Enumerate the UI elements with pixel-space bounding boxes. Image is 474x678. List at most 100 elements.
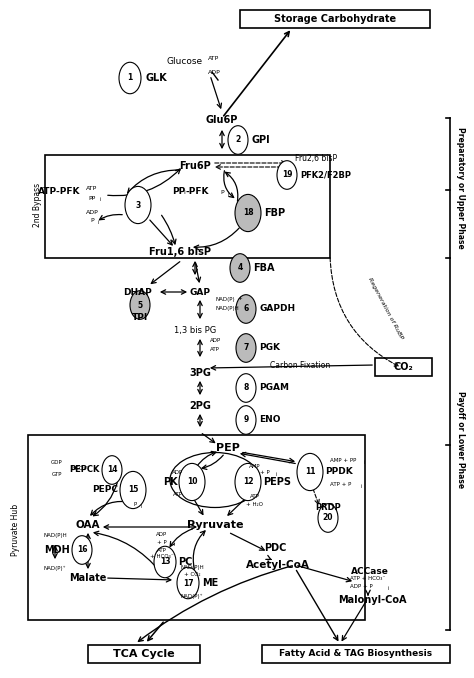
Text: ADP + P: ADP + P <box>350 584 373 589</box>
Text: 7: 7 <box>243 344 249 353</box>
Text: GPI: GPI <box>252 135 271 145</box>
Text: NAD(P)H: NAD(P)H <box>43 532 67 538</box>
Text: PGK: PGK <box>259 344 280 353</box>
Text: Carbon Fixation: Carbon Fixation <box>270 361 330 370</box>
Text: CO₂: CO₂ <box>393 362 413 372</box>
Text: Fru1,6 bisP: Fru1,6 bisP <box>149 247 211 257</box>
Text: PPDK: PPDK <box>325 468 353 477</box>
Text: PC: PC <box>178 557 192 567</box>
Text: Glucose: Glucose <box>167 58 203 66</box>
Text: + P: + P <box>157 540 167 544</box>
Text: ENO: ENO <box>259 416 281 424</box>
Text: ME: ME <box>202 578 218 588</box>
Text: PGAM: PGAM <box>259 384 289 393</box>
Circle shape <box>277 161 297 189</box>
Circle shape <box>235 463 261 500</box>
Text: Preparatory or Upper Phase: Preparatory or Upper Phase <box>456 127 465 249</box>
Text: P: P <box>90 218 94 222</box>
Text: PK: PK <box>164 477 178 487</box>
Text: NAD(P)H: NAD(P)H <box>215 306 239 311</box>
Text: ADP: ADP <box>173 469 183 475</box>
Text: 16: 16 <box>77 546 87 555</box>
Circle shape <box>102 456 122 484</box>
Text: NAD(P)⁺: NAD(P)⁺ <box>181 593 203 599</box>
Text: GAP: GAP <box>190 287 210 296</box>
Bar <box>28 435 365 620</box>
Text: ATP: ATP <box>157 548 167 553</box>
Text: i: i <box>173 542 175 546</box>
Circle shape <box>318 504 338 532</box>
Text: PDC: PDC <box>264 543 286 553</box>
Text: Fru2,6 bisP: Fru2,6 bisP <box>295 153 337 163</box>
Text: MDH: MDH <box>44 545 70 555</box>
Text: NAD(P): NAD(P) <box>215 298 235 302</box>
Circle shape <box>154 546 176 578</box>
Text: NAD(P)H: NAD(P)H <box>180 565 204 570</box>
Bar <box>240 10 430 28</box>
Text: i: i <box>275 471 277 477</box>
Text: FBA: FBA <box>253 263 274 273</box>
Text: Acetyl-CoA: Acetyl-CoA <box>246 560 310 570</box>
Text: Pyruvate: Pyruvate <box>187 520 243 530</box>
Text: NAD(P)⁺: NAD(P)⁺ <box>44 565 66 571</box>
Text: i: i <box>140 504 142 509</box>
Text: + CO₂: + CO₂ <box>184 572 201 578</box>
Text: P: P <box>220 191 224 195</box>
Bar <box>375 358 432 376</box>
Text: ADP: ADP <box>210 338 221 342</box>
Text: i: i <box>363 460 365 464</box>
Circle shape <box>236 405 256 435</box>
Text: PEPC: PEPC <box>92 485 118 494</box>
Text: 10: 10 <box>187 477 197 487</box>
Text: 5: 5 <box>137 300 143 309</box>
Text: Fatty Acid & TAG Biosynthesis: Fatty Acid & TAG Biosynthesis <box>280 650 433 658</box>
Text: i: i <box>183 189 185 195</box>
Text: GDP: GDP <box>51 460 63 464</box>
Text: PP: PP <box>172 188 185 197</box>
Circle shape <box>119 62 141 94</box>
Text: 14: 14 <box>107 466 117 475</box>
Text: PEPCK: PEPCK <box>70 466 100 475</box>
Text: ATP: ATP <box>210 348 220 353</box>
Text: PFK2/F2BP: PFK2/F2BP <box>300 170 351 180</box>
Text: Payoff or Lower Phase: Payoff or Lower Phase <box>456 391 465 489</box>
Text: 3: 3 <box>136 201 141 210</box>
Text: i: i <box>360 483 362 489</box>
Text: ACCase: ACCase <box>351 567 389 576</box>
Text: 19: 19 <box>282 170 292 180</box>
Text: 3PG: 3PG <box>189 368 211 378</box>
Text: Regeneration of RuBP: Regeneration of RuBP <box>366 277 403 340</box>
Text: PP: PP <box>88 195 96 201</box>
Text: 6: 6 <box>243 304 249 313</box>
Text: 20: 20 <box>323 513 333 523</box>
Circle shape <box>236 334 256 362</box>
Text: i: i <box>97 220 99 224</box>
Bar <box>88 645 200 663</box>
Text: + P: + P <box>260 469 270 475</box>
Text: Fru6P: Fru6P <box>179 161 211 171</box>
Text: + HCO₃⁻: + HCO₃⁻ <box>150 555 174 559</box>
Circle shape <box>228 125 248 155</box>
Text: 4: 4 <box>237 264 243 273</box>
Circle shape <box>297 454 323 491</box>
Text: 12: 12 <box>243 477 253 487</box>
Text: ATP: ATP <box>250 494 260 498</box>
Circle shape <box>130 291 150 319</box>
Text: ATP: ATP <box>209 56 219 60</box>
Text: ADP: ADP <box>86 210 99 214</box>
Text: 17: 17 <box>182 578 193 588</box>
Text: OAA: OAA <box>76 520 100 530</box>
Text: 9: 9 <box>243 416 249 424</box>
Text: HCO₃⁻: HCO₃⁻ <box>72 466 89 471</box>
Text: DHAP: DHAP <box>124 287 152 296</box>
Circle shape <box>177 567 199 599</box>
Text: + H₂O: + H₂O <box>246 502 264 506</box>
Text: ATP: ATP <box>86 186 98 191</box>
Text: TCA Cycle: TCA Cycle <box>113 649 175 659</box>
Text: 15: 15 <box>128 485 138 494</box>
Bar <box>45 155 330 258</box>
Text: PEP: PEP <box>216 443 240 453</box>
Text: PEPS: PEPS <box>263 477 291 487</box>
Circle shape <box>236 374 256 402</box>
Circle shape <box>72 536 92 564</box>
